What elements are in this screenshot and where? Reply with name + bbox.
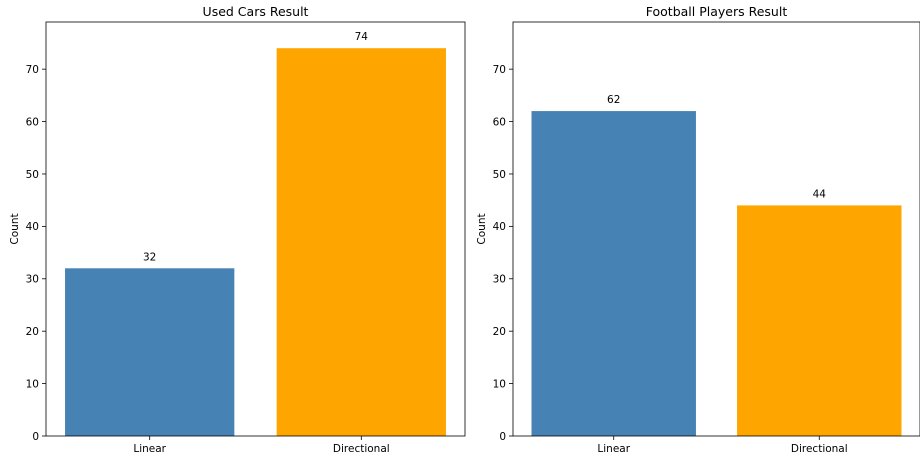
y-tick-label: 70	[493, 64, 506, 76]
bar-linear	[531, 111, 696, 436]
chart-panel-football-players: Football Players Result 62 Linear 44 Directi…	[476, 4, 920, 455]
y-tick-label: 30	[26, 274, 39, 286]
y-tick-label: 60	[26, 116, 39, 128]
bar-value-label: 44	[813, 188, 827, 200]
plot-frame	[45, 21, 466, 437]
chart-panel-used-cars: Used Cars Result 32 Linear 74 Directional 0 10…	[9, 4, 466, 455]
x-tick-label: Directional	[333, 443, 390, 455]
bar-linear	[65, 268, 235, 436]
y-axis-label: Count	[476, 213, 488, 244]
chart-title: Football Players Result	[646, 4, 788, 19]
x-tick-label: Linear	[133, 443, 166, 455]
y-tick-label: 10	[493, 378, 506, 390]
y-tick-label: 0	[499, 431, 506, 443]
bar-value-label: 62	[607, 94, 620, 106]
chart-title: Used Cars Result	[203, 4, 309, 19]
bar-directional	[276, 48, 446, 437]
y-axis-label: Count	[9, 213, 21, 244]
y-tick-label: 20	[26, 326, 39, 338]
y-tick-label: 50	[493, 169, 506, 181]
bar-value-label: 74	[355, 31, 369, 43]
y-tick-label: 50	[26, 169, 39, 181]
y-tick-label: 30	[493, 274, 506, 286]
y-tick-label: 10	[26, 378, 39, 390]
y-tick-label: 40	[26, 221, 39, 233]
bar-value-label: 32	[143, 251, 156, 263]
y-tick-label: 40	[493, 221, 506, 233]
x-tick-label: Directional	[791, 443, 848, 455]
y-tick-label: 0	[32, 431, 39, 443]
y-tick-label: 70	[26, 64, 39, 76]
plot-frame	[512, 21, 920, 437]
bar-directional	[737, 205, 902, 436]
y-tick-label: 60	[493, 116, 506, 128]
x-tick-label: Linear	[597, 443, 630, 455]
y-tick-label: 20	[493, 326, 506, 338]
